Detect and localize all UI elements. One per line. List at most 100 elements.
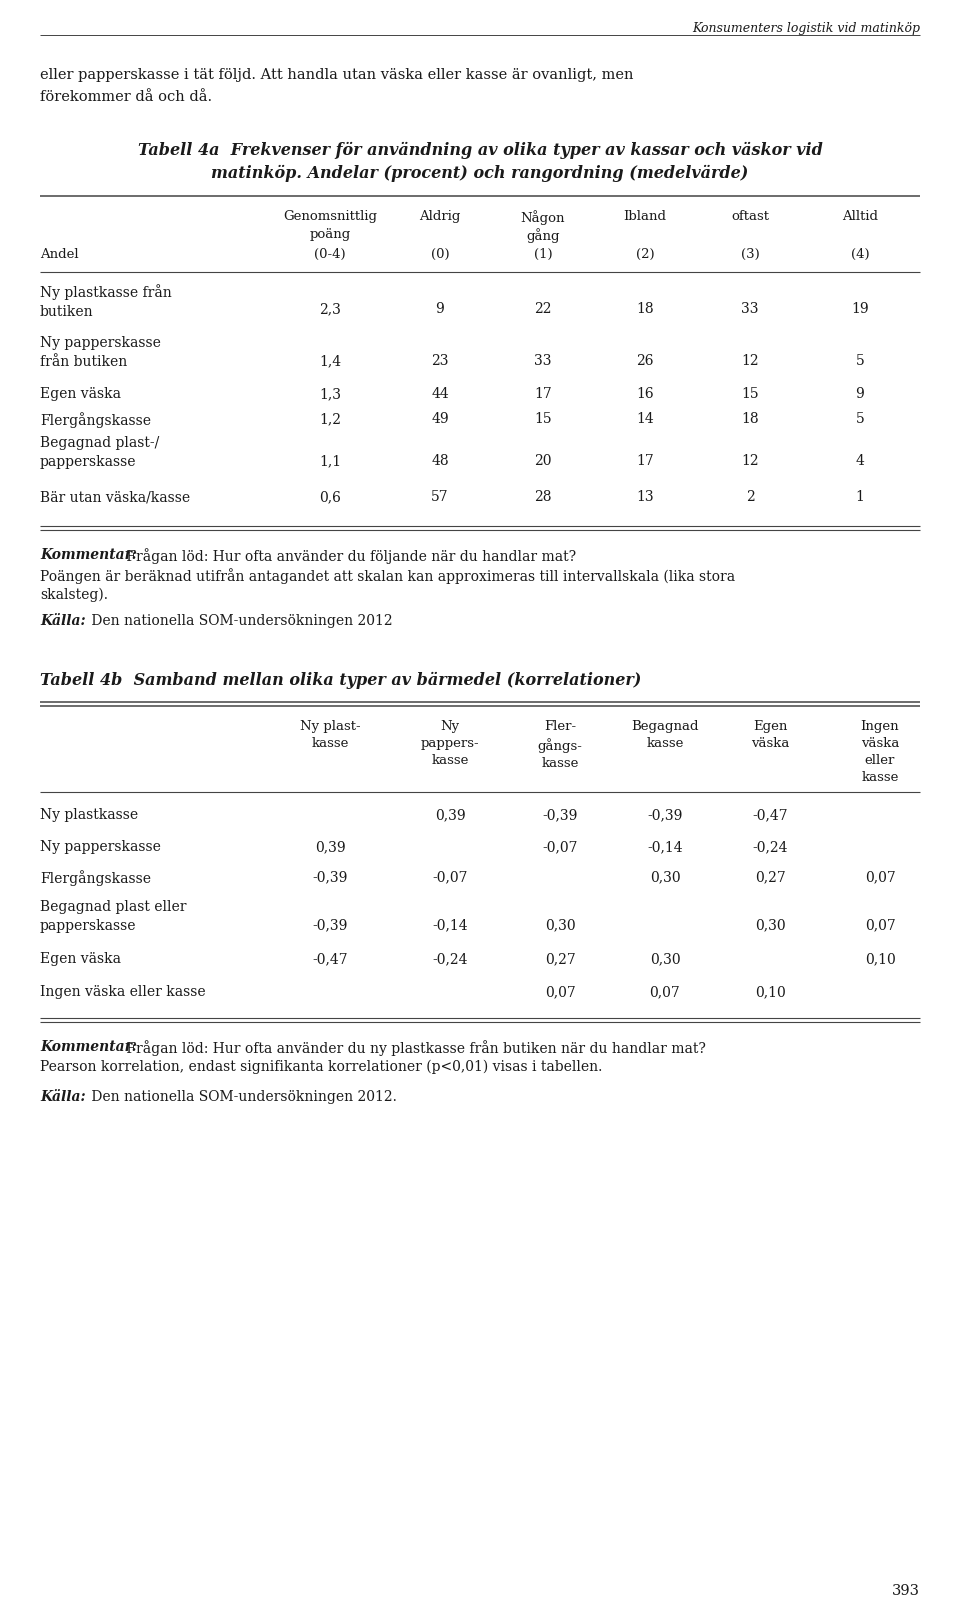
Text: Ingen väska eller kasse: Ingen väska eller kasse — [40, 985, 205, 998]
Text: 13: 13 — [636, 490, 654, 503]
Text: Begagnad plast eller
papperskasse: Begagnad plast eller papperskasse — [40, 900, 186, 934]
Text: 33: 33 — [741, 303, 758, 316]
Text: -0,14: -0,14 — [647, 840, 683, 854]
Text: -0,24: -0,24 — [432, 951, 468, 966]
Text: 26: 26 — [636, 354, 654, 367]
Text: 15: 15 — [741, 387, 758, 401]
Text: (3): (3) — [740, 248, 759, 260]
Text: (0-4): (0-4) — [314, 248, 346, 260]
Text: Genomsnittlig: Genomsnittlig — [283, 210, 377, 223]
Text: poäng: poäng — [309, 228, 350, 241]
Text: 18: 18 — [741, 413, 758, 426]
Text: 28: 28 — [535, 490, 552, 503]
Text: Egen
väska: Egen väska — [751, 720, 789, 751]
Text: Den nationella SOM-undersökningen 2012: Den nationella SOM-undersökningen 2012 — [87, 613, 393, 628]
Text: 0,30: 0,30 — [544, 917, 575, 932]
Text: 1,2: 1,2 — [319, 413, 341, 426]
Text: 1,3: 1,3 — [319, 387, 341, 401]
Text: 12: 12 — [741, 455, 758, 468]
Text: -0,39: -0,39 — [542, 807, 578, 822]
Text: 9: 9 — [436, 303, 444, 316]
Text: Flergångskasse: Flergångskasse — [40, 870, 151, 887]
Text: Begagnad plast-/
papperskasse: Begagnad plast-/ papperskasse — [40, 435, 159, 469]
Text: 2,3: 2,3 — [319, 303, 341, 316]
Text: 17: 17 — [636, 455, 654, 468]
Text: Den nationella SOM-undersökningen 2012.: Den nationella SOM-undersökningen 2012. — [87, 1091, 396, 1103]
Text: Konsumenters logistik vid matinköp: Konsumenters logistik vid matinköp — [692, 23, 920, 36]
Text: 0,10: 0,10 — [755, 985, 785, 998]
Text: 0,10: 0,10 — [865, 951, 896, 966]
Text: Ny
pappers-
kasse: Ny pappers- kasse — [420, 720, 479, 767]
Text: Flergångskasse: Flergångskasse — [40, 413, 151, 427]
Text: (2): (2) — [636, 248, 655, 260]
Text: Kommentar:: Kommentar: — [40, 549, 137, 561]
Text: (0): (0) — [431, 248, 449, 260]
Text: 22: 22 — [535, 303, 552, 316]
Text: -0,47: -0,47 — [312, 951, 348, 966]
Text: Aldrig: Aldrig — [420, 210, 461, 223]
Text: 5: 5 — [855, 413, 864, 426]
Text: 0,27: 0,27 — [544, 951, 575, 966]
Text: Pearson korrelation, endast signifikanta korrelationer (p<0,01) visas i tabellen: Pearson korrelation, endast signifikanta… — [40, 1060, 602, 1074]
Text: Ny papperskasse: Ny papperskasse — [40, 840, 161, 854]
Text: 0,30: 0,30 — [650, 951, 681, 966]
Text: eller papperskasse i tät följd. Att handla utan väska eller kasse är ovanligt, m: eller papperskasse i tät följd. Att hand… — [40, 68, 634, 83]
Text: -0,07: -0,07 — [432, 870, 468, 883]
Text: Begagnad
kasse: Begagnad kasse — [632, 720, 699, 751]
Text: 0,39: 0,39 — [435, 807, 466, 822]
Text: 18: 18 — [636, 303, 654, 316]
Text: 33: 33 — [535, 354, 552, 367]
Text: matinköp. Andelar (procent) och rangordning (medelvärde): matinköp. Andelar (procent) och rangordn… — [211, 165, 749, 183]
Text: förekommer då och då.: förekommer då och då. — [40, 91, 212, 104]
Text: 0,07: 0,07 — [865, 870, 896, 883]
Text: Källa:: Källa: — [40, 613, 85, 628]
Text: 57: 57 — [431, 490, 449, 503]
Text: 48: 48 — [431, 455, 449, 468]
Text: Någon: Någon — [520, 210, 565, 225]
Text: 393: 393 — [892, 1584, 920, 1599]
Text: Tabell 4a  Frekvenser för användning av olika typer av kassar och väskor vid: Tabell 4a Frekvenser för användning av o… — [137, 142, 823, 159]
Text: -0,07: -0,07 — [542, 840, 578, 854]
Text: Bär utan väska/kasse: Bär utan väska/kasse — [40, 490, 190, 503]
Text: Ibland: Ibland — [623, 210, 666, 223]
Text: Poängen är beräknad utifrån antagandet att skalan kan approximeras till interval: Poängen är beräknad utifrån antagandet a… — [40, 568, 735, 584]
Text: Ny plast-
kasse: Ny plast- kasse — [300, 720, 360, 751]
Text: 1,1: 1,1 — [319, 455, 341, 468]
Text: -0,39: -0,39 — [312, 870, 348, 883]
Text: 1: 1 — [855, 490, 864, 503]
Text: -0,39: -0,39 — [647, 807, 683, 822]
Text: Alltid: Alltid — [842, 210, 878, 223]
Text: (4): (4) — [851, 248, 870, 260]
Text: 0,6: 0,6 — [319, 490, 341, 503]
Text: 12: 12 — [741, 354, 758, 367]
Text: Kommentar:: Kommentar: — [40, 1040, 137, 1053]
Text: 0,07: 0,07 — [865, 917, 896, 932]
Text: 5: 5 — [855, 354, 864, 367]
Text: Egen väska: Egen väska — [40, 951, 121, 966]
Text: oftast: oftast — [731, 210, 769, 223]
Text: Frågan löd: Hur ofta använder du följande när du handlar mat?: Frågan löd: Hur ofta använder du följand… — [122, 549, 576, 565]
Text: 0,30: 0,30 — [650, 870, 681, 883]
Text: Ny plastkasse från
butiken: Ny plastkasse från butiken — [40, 285, 172, 319]
Text: 44: 44 — [431, 387, 449, 401]
Text: 0,07: 0,07 — [544, 985, 575, 998]
Text: 49: 49 — [431, 413, 449, 426]
Text: 4: 4 — [855, 455, 864, 468]
Text: 2: 2 — [746, 490, 755, 503]
Text: -0,24: -0,24 — [753, 840, 788, 854]
Text: -0,47: -0,47 — [753, 807, 788, 822]
Text: gång: gång — [526, 228, 560, 243]
Text: Ny plastkasse: Ny plastkasse — [40, 807, 138, 822]
Text: (1): (1) — [534, 248, 552, 260]
Text: -0,39: -0,39 — [312, 917, 348, 932]
Text: 9: 9 — [855, 387, 864, 401]
Text: 1,4: 1,4 — [319, 354, 341, 367]
Text: -0,14: -0,14 — [432, 917, 468, 932]
Text: 23: 23 — [431, 354, 448, 367]
Text: 17: 17 — [534, 387, 552, 401]
Text: 19: 19 — [852, 303, 869, 316]
Text: Frågan löd: Hur ofta använder du ny plastkasse från butiken när du handlar mat?: Frågan löd: Hur ofta använder du ny plas… — [122, 1040, 706, 1057]
Text: Andel: Andel — [40, 248, 79, 260]
Text: 0,27: 0,27 — [755, 870, 785, 883]
Text: Egen väska: Egen väska — [40, 387, 121, 401]
